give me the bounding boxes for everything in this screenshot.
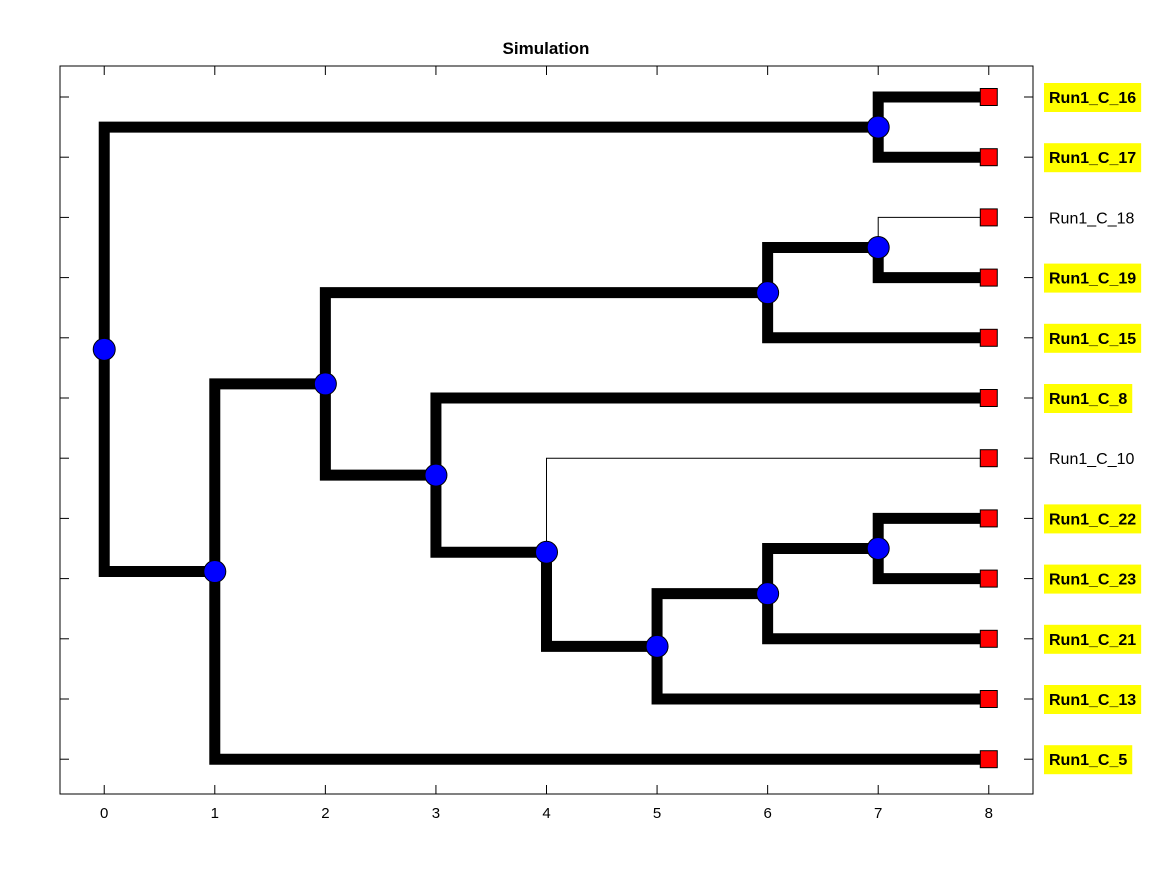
tree-edge [872,127,989,163]
leaf-label: Run1_C_21 [1049,632,1136,649]
label-highlight [1044,263,1142,293]
tree-edge [762,593,989,645]
label-highlight [1044,564,1142,594]
leaf-markers [979,88,998,769]
label-highlight [1044,624,1142,654]
tree-edge [762,242,879,293]
leaf-label-group: Run1_C_8 [1044,384,1133,413]
leaf-label-group: Run1_C_17 [1044,143,1142,173]
internal-node [313,372,337,396]
leaf-node [979,328,998,347]
leaf-node [979,569,998,588]
tree-edge [209,378,326,572]
internal-node [866,115,890,139]
tree-edge [319,383,436,481]
leaf-label-group: Run1_C_13 [1044,685,1142,714]
leaf-label: Run1_C_15 [1049,331,1136,348]
leaf-label-group: Run1_C_15 [1044,323,1142,353]
leaf-node [979,208,998,227]
internal-node [756,281,780,305]
tree-edge [762,292,989,344]
internal-node [866,236,890,259]
internal-node [92,337,116,361]
leaf-label: Run1_C_17 [1049,150,1136,167]
leaf-labels: Run1_C_16 Run1_C_17 Run1_C_18 Run1_C_19 Run1… [1044,83,1142,775]
leaf-node [979,88,998,106]
leaf-label-group: Run1_C_16 [1044,83,1142,112]
tree-edge [319,287,768,384]
leaf-label: Run1_C_13 [1049,692,1136,709]
leaf-node [979,750,998,769]
leaf-label: Run1_C_5 [1049,752,1127,769]
leaf-label-group: Run1_C_18 [1049,210,1135,227]
leaf-node [979,449,998,468]
leaf-node [979,629,998,648]
x-tick-label: 8 [985,805,993,822]
leaf-label-group: Run1_C_23 [1044,564,1142,594]
tree-edge [651,588,768,647]
tree-edges [98,91,989,765]
tree-edge [430,475,547,558]
tree-edge [872,548,989,585]
label-highlight [1044,83,1142,112]
leaf-node [979,148,998,167]
leaf-label: Run1_C_19 [1049,271,1136,288]
leaf-label-group: Run1_C_10 [1049,451,1135,468]
leaf-label: Run1_C_16 [1049,90,1136,107]
tree-edge [651,646,989,705]
tree-edge [98,349,215,578]
leaf-label: Run1_C_18 [1049,210,1135,227]
tree-edge [872,247,989,284]
x-tick-label: 7 [874,805,882,822]
internal-node [756,582,780,606]
tree-edge [209,571,989,765]
leaf-label-group: Run1_C_5 [1044,745,1133,775]
x-tick-label: 0 [100,805,108,822]
leaf-node [979,268,998,287]
x-tick-label: 4 [542,805,550,822]
internal-node [203,560,227,584]
leaf-label-group: Run1_C_19 [1044,263,1142,293]
leaf-label: Run1_C_23 [1049,572,1136,589]
tree-edge [872,512,989,549]
plot-title: Simulation [503,39,590,58]
leaf-label-group: Run1_C_21 [1044,624,1142,654]
x-tick-label: 6 [763,805,771,822]
leaf-label-group: Run1_C_22 [1044,504,1142,534]
tree-edge [762,543,879,594]
tree-nodes [92,115,890,658]
label-highlight [1044,504,1142,534]
leaf-label: Run1_C_10 [1049,451,1135,468]
x-tick-label: 2 [321,805,329,822]
x-tick-label: 1 [211,805,219,822]
label-highlight [1044,745,1133,775]
x-tick-label: 5 [653,805,661,822]
leaf-label: Run1_C_22 [1049,511,1136,528]
internal-node [535,540,558,564]
tree-edge [872,91,989,128]
leaf-label: Run1_C_8 [1049,391,1127,408]
label-highlight [1044,323,1142,353]
leaf-node [979,509,998,528]
tree-edge [98,121,879,350]
tree-edge-thin [546,457,989,553]
tree-edge [541,552,658,652]
axes-box [59,65,1034,795]
internal-node [424,463,448,487]
internal-node [645,634,669,658]
tree-edge [430,392,989,476]
label-highlight [1044,143,1142,173]
internal-node [866,537,890,560]
axis-ticks: 0 1 2 3 4 5 6 7 8 [60,66,1033,822]
label-highlight [1044,685,1142,714]
leaf-node [979,389,998,407]
leaf-node [979,690,998,708]
tree-edge-thin [877,216,989,248]
label-highlight [1044,384,1133,413]
x-tick-label: 3 [432,805,440,822]
